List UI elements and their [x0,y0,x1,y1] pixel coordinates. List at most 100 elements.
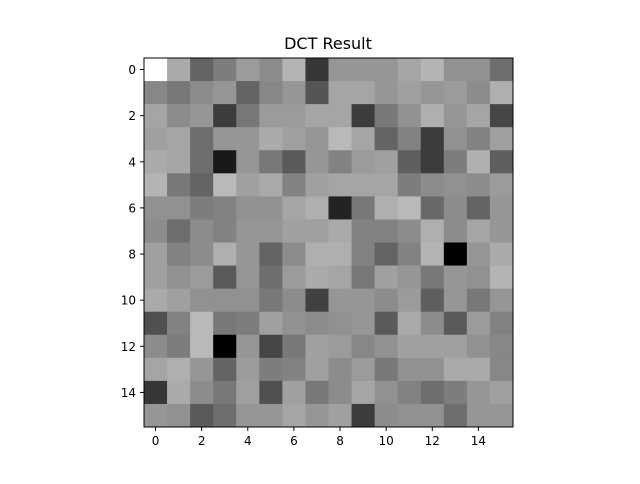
heatmap-cell-r6-c7 [305,196,329,220]
heatmap-cell-r7-c3 [213,219,237,243]
heatmap-cell-r0-c8 [328,58,352,82]
heatmap-cell-r15-c1 [167,403,191,428]
heatmap-cell-r3-c10 [374,127,399,151]
heatmap-cell-r7-c11 [397,219,422,243]
heatmap-cell-r13-c10 [374,357,399,382]
heatmap-cell-r10-c3 [213,288,237,313]
heatmap-cell-r4-c9 [351,150,376,174]
heatmap-cell-r5-c8 [328,173,352,197]
heatmap-cell-r8-c6 [282,242,306,266]
heatmap-cell-r2-c2 [190,104,214,128]
heatmap-cell-r14-c2 [190,380,214,405]
heatmap-cell-r3-c4 [236,127,260,151]
heatmap-cell-r6-c12 [420,196,445,220]
heatmap-cell-r5-c9 [351,173,376,197]
heatmap-cell-r13-c6 [282,357,306,382]
heatmap-cell-r5-c11 [397,173,422,197]
heatmap-cell-r14-c9 [351,380,376,405]
heatmap-cell-r7-c15 [489,219,514,243]
heatmap-cell-r9-c8 [328,265,352,290]
x-tick-label: 6 [290,434,298,448]
heatmap-cell-r1-c0 [144,81,168,105]
heatmap-cell-r9-c15 [489,265,514,290]
heatmap-cell-r8-c5 [259,242,283,266]
heatmap-cell-r9-c13 [443,265,468,290]
heatmap-cell-r6-c0 [144,196,168,220]
heatmap-cell-r5-c0 [144,173,168,197]
heatmap-cell-r14-c13 [443,380,468,405]
heatmap-cell-r0-c5 [259,58,283,82]
heatmap-cell-r8-c12 [420,242,445,266]
heatmap-cell-r13-c12 [420,357,445,382]
heatmap-cell-r14-c3 [213,380,237,405]
heatmap-cell-r4-c11 [397,150,422,174]
heatmap-cell-r5-c2 [190,173,214,197]
heatmap-cell-r10-c9 [351,288,376,313]
heatmap-cell-r12-c2 [190,334,214,359]
heatmap-cell-r7-c5 [259,219,283,243]
heatmap-cell-r15-c2 [190,403,214,428]
heatmap-cell-r1-c12 [420,81,445,105]
heatmap-cell-r6-c3 [213,196,237,220]
heatmap-cell-r8-c13 [443,242,468,266]
heatmap-cell-r0-c7 [305,58,329,82]
heatmap-cell-r11-c10 [374,311,399,336]
heatmap-cell-r11-c3 [213,311,237,336]
heatmap-cell-r2-c10 [374,104,399,128]
y-tick-label: 8 [128,248,136,262]
heatmap-cell-r5-c13 [443,173,468,197]
heatmap-cell-r13-c11 [397,357,422,382]
heatmap-cell-r6-c13 [443,196,468,220]
heatmap-cell-r2-c9 [351,104,376,128]
x-tick-label: 8 [336,434,344,448]
heatmap-cell-r3-c5 [259,127,283,151]
heatmap-cell-r10-c13 [443,288,468,313]
heatmap-cell-r11-c11 [397,311,422,336]
heatmap-cell-r9-c10 [374,265,399,290]
heatmap-cell-r7-c8 [328,219,352,243]
heatmap-cell-r11-c4 [236,311,260,336]
heatmap-cell-r6-c10 [374,196,399,220]
heatmap-cell-r4-c14 [466,150,491,174]
heatmap-cell-r12-c11 [397,334,422,359]
heatmap-cell-r3-c13 [443,127,468,151]
heatmap-cell-r10-c10 [374,288,399,313]
heatmap-cell-r6-c5 [259,196,283,220]
heatmap-cell-r15-c6 [282,403,306,428]
heatmap-cell-r8-c15 [489,242,514,266]
heatmap-cell-r2-c15 [489,104,514,128]
heatmap-cell-r12-c13 [443,334,468,359]
heatmap-cell-r14-c5 [259,380,283,405]
heatmap-cell-r4-c15 [489,150,514,174]
heatmap-cell-r6-c6 [282,196,306,220]
chart-title: DCT Result [284,34,372,53]
heatmap-cell-r13-c15 [489,357,514,382]
heatmap-cell-r8-c9 [351,242,376,266]
heatmap-cell-r2-c13 [443,104,468,128]
heatmap-cell-r12-c4 [236,334,260,359]
heatmap-cell-r2-c11 [397,104,422,128]
heatmap-cell-r4-c6 [282,150,306,174]
heatmap-cell-r1-c3 [213,81,237,105]
heatmap-cell-r0-c13 [443,58,468,82]
heatmap-cell-r8-c1 [167,242,191,266]
heatmap-cell-r6-c15 [489,196,514,220]
heatmap-cell-r1-c1 [167,81,191,105]
heatmap-cell-r13-c3 [213,357,237,382]
heatmap-cell-r8-c14 [466,242,491,266]
heatmap-cell-r15-c4 [236,403,260,428]
heatmap-cell-r4-c10 [374,150,399,174]
heatmap-cell-r2-c8 [328,104,352,128]
heatmap-cell-r13-c13 [443,357,468,382]
heatmap-cell-r14-c11 [397,380,422,405]
heatmap-cell-r0-c6 [282,58,306,82]
heatmap-cell-r13-c1 [167,357,191,382]
heatmap-cell-r10-c11 [397,288,422,313]
heatmap-cell-r12-c15 [489,334,514,359]
heatmap-cell-r10-c4 [236,288,260,313]
heatmap-cell-r7-c2 [190,219,214,243]
heatmap-cell-r4-c2 [190,150,214,174]
heatmap-cell-r14-c7 [305,380,329,405]
heatmap-cell-r11-c1 [167,311,191,336]
heatmap-cell-r5-c14 [466,173,491,197]
